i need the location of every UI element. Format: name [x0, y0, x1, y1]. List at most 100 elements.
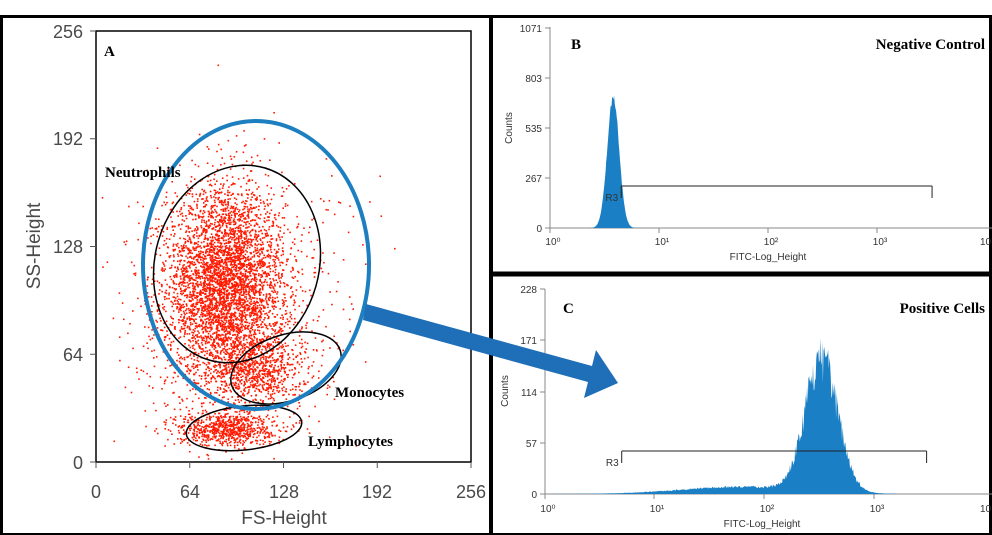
scatter-point — [225, 290, 228, 292]
scatter-point — [185, 231, 187, 234]
scatter-point — [136, 201, 139, 204]
scatter-point — [238, 434, 240, 436]
scatter-point — [190, 310, 192, 313]
scatter-point — [256, 339, 258, 341]
scatter-point — [216, 191, 219, 193]
scatter-point — [226, 275, 229, 277]
scatter-point — [245, 160, 248, 162]
scatter-point — [156, 327, 159, 329]
scatter-point — [217, 225, 220, 227]
scatter-point — [206, 277, 208, 280]
scatter-point — [159, 289, 161, 291]
scatter-point — [285, 430, 288, 433]
scatter-point — [280, 277, 282, 279]
scatter-point — [208, 213, 210, 216]
scatter-point — [210, 194, 212, 197]
scatter-point — [216, 205, 218, 208]
scatter-point — [238, 266, 240, 269]
scatter-point — [233, 239, 236, 241]
scatter-point — [198, 301, 200, 304]
scatter-point — [224, 221, 226, 223]
scatter-point — [250, 241, 252, 244]
scatter-point — [294, 321, 296, 324]
scatter-point — [198, 216, 200, 218]
scatter-point — [289, 320, 291, 323]
scatter-point — [278, 341, 280, 343]
scatter-point — [184, 270, 187, 273]
scatter-point — [261, 258, 263, 260]
scatter-point — [182, 318, 184, 321]
scatter-point — [200, 335, 202, 337]
scatter-point — [286, 204, 289, 207]
scatter-point — [227, 274, 230, 276]
scatter-point — [247, 210, 249, 213]
scatter-point — [255, 230, 257, 233]
scatter-point — [194, 322, 197, 324]
scatter-point — [249, 272, 251, 274]
scatter-point — [202, 215, 205, 218]
scatter-point — [211, 265, 213, 267]
scatter-point — [180, 328, 183, 330]
scatter-point — [254, 233, 257, 236]
scatter-point — [210, 368, 212, 370]
scatter-point — [259, 263, 262, 265]
scatter-point — [273, 367, 275, 370]
scatter-point — [282, 190, 285, 193]
scatter-point — [219, 323, 222, 325]
scatter-point — [158, 218, 160, 221]
scatter-point — [221, 396, 224, 399]
scatter-point — [222, 321, 225, 323]
scatter-point — [242, 274, 245, 277]
scatter-point — [178, 360, 181, 363]
scatter-point — [233, 342, 235, 344]
scatter-point — [265, 301, 268, 304]
scatter-point — [224, 207, 226, 210]
scatter-point — [274, 300, 276, 303]
scatter-point — [176, 276, 178, 278]
scatter-point — [183, 290, 186, 293]
scatter-point — [253, 254, 256, 256]
scatter-point — [204, 309, 206, 311]
scatter-point — [199, 364, 201, 366]
scatter-point — [210, 208, 212, 210]
scatter-point — [192, 365, 194, 368]
scatter-point — [172, 248, 175, 251]
scatter-point — [227, 201, 230, 204]
scatter-point — [229, 332, 231, 335]
scatter-point — [280, 254, 283, 257]
scatter-point — [262, 376, 264, 379]
scatter-point — [165, 310, 167, 313]
scatter-point — [182, 282, 185, 284]
scatter-point — [254, 207, 256, 209]
scatter-point — [273, 308, 275, 310]
scatter-point — [203, 283, 205, 286]
scatter-point — [267, 374, 269, 377]
scatter-point — [163, 382, 166, 385]
scatter-point — [205, 368, 207, 371]
scatter-point — [254, 229, 257, 232]
scatter-point — [168, 238, 171, 240]
scatter-point — [217, 238, 219, 241]
scatter-point — [238, 252, 240, 255]
scatter-point — [231, 247, 233, 250]
scatter-point — [255, 405, 257, 408]
scatter-point — [233, 268, 235, 271]
scatter-point — [215, 277, 217, 280]
scatter-point — [244, 257, 247, 259]
scatter-point — [172, 303, 175, 305]
scatter-point — [212, 165, 214, 167]
scatter-point — [253, 317, 255, 320]
scatter-point — [233, 326, 235, 329]
scatter-point — [250, 156, 253, 159]
scatter-point — [247, 355, 250, 358]
scatter-point — [266, 373, 268, 375]
scatter-point — [188, 369, 191, 371]
scatter-point — [261, 288, 264, 291]
scatter-point — [225, 333, 228, 335]
scatter-point — [233, 283, 236, 286]
scatter-point — [266, 184, 269, 187]
scatter-point — [217, 355, 220, 358]
scatter-point — [192, 264, 195, 266]
scatter-point — [266, 211, 269, 213]
scatter-point — [219, 264, 222, 267]
